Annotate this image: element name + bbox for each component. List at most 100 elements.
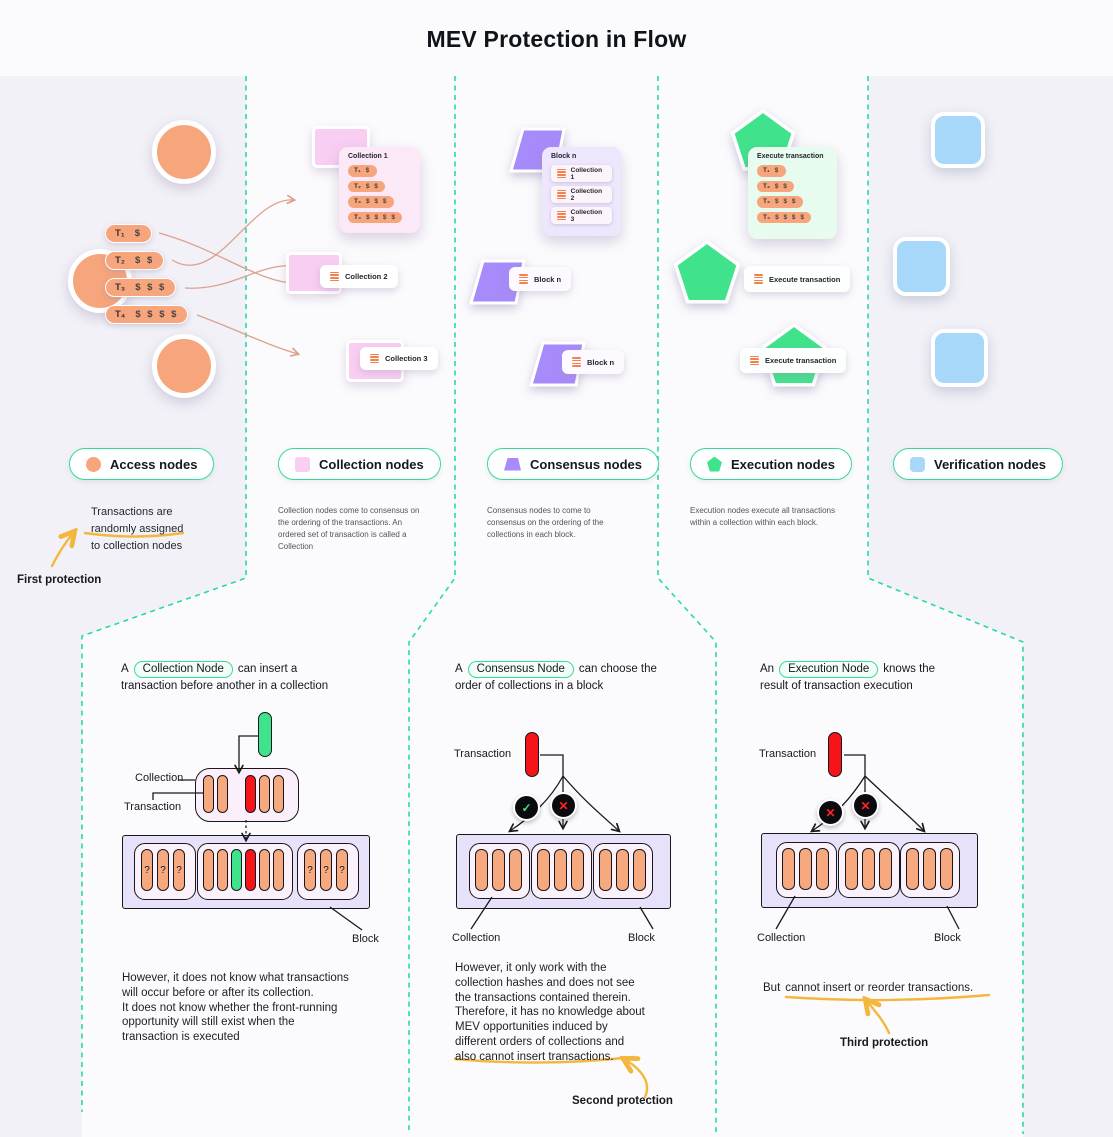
transaction-label: Transaction — [454, 748, 512, 760]
row-label: Collection 1 — [570, 166, 603, 181]
note-line: to collection nodes — [91, 540, 183, 552]
legend-label: Consensus nodes — [530, 456, 642, 472]
pentagon-icon — [673, 239, 741, 304]
transaction-amount: $ $ — [774, 182, 789, 190]
transaction-amount: $ — [134, 228, 143, 239]
transaction-pill: T₄ $ $ $ $ — [348, 211, 403, 223]
legend-label: Execution nodes — [731, 456, 836, 472]
block-pointer-line — [329, 906, 363, 931]
block-row: Collection 1 — [551, 165, 612, 182]
consensus-node-pill: Consensus Node — [467, 661, 574, 678]
block-label: Block — [934, 932, 961, 944]
transaction-amount: $ $ $ $ — [775, 213, 806, 221]
transaction-bar — [799, 848, 812, 890]
transaction-bar — [509, 849, 522, 891]
transaction-amount: $ $ $ — [365, 198, 388, 206]
legend-consensus-nodes: Consensus nodes — [487, 448, 659, 480]
list-icon — [330, 271, 339, 282]
verification-node-icon — [910, 456, 925, 472]
transaction-pill: T₃ $ $ $ — [757, 196, 803, 208]
transaction-amount: $ $ $ $ — [135, 309, 179, 320]
transaction-pill: T₂ $ $ — [105, 251, 165, 270]
heading-rest: can choose the — [578, 663, 657, 675]
page-title: MEV Protection in Flow — [426, 26, 687, 52]
heading-prefix: A — [455, 663, 463, 675]
insert-arrow — [234, 735, 259, 775]
pill-label: Collection 2 — [345, 272, 388, 281]
list-icon — [750, 355, 759, 366]
first-protection-arrow — [50, 532, 74, 568]
note-line: Transactions are — [91, 506, 173, 518]
attacker-transaction-pill-red — [525, 732, 539, 777]
second-protection-label: Second protection — [572, 1095, 673, 1107]
heading-line2: result of transaction execution — [760, 680, 913, 692]
unknown-transaction-bar: ? — [320, 849, 332, 891]
block-label: Block — [352, 933, 379, 945]
transaction-bar — [940, 848, 953, 890]
panel3-body: But cannot insert or reorder transaction… — [763, 981, 973, 996]
transaction-bar-red — [245, 775, 256, 813]
transaction-pill: T₃ $ $ $ — [105, 278, 177, 297]
third-protection-label: Third protection — [840, 1037, 929, 1049]
legend-execution-nodes: Execution nodes — [690, 448, 853, 480]
collection-node-pill: Collection Node — [133, 661, 233, 678]
panel2-body: However, it only work with the collectio… — [455, 961, 645, 1065]
transaction-bar — [816, 848, 829, 890]
legend-verification-nodes: Verification nodes — [893, 448, 1063, 480]
execution-node-pill: Execution Node — [779, 661, 879, 678]
collection-description: Collection nodes come to consensus on th… — [278, 506, 420, 551]
transaction-pill: T₄ $ $ $ $ — [105, 305, 189, 324]
body-line: It does not know whether the front-runni… — [122, 1001, 338, 1014]
transaction-bar — [259, 849, 270, 891]
collection-1-card: Collection 1 T₁ $ T₂ $ $ T₃ $ $ $ T₄ $ $ $ $ — [339, 147, 420, 233]
list-icon — [557, 210, 566, 221]
pill-label: Block n — [587, 357, 615, 367]
transaction-id: T₂ — [354, 182, 361, 190]
transaction-id: T₁ — [115, 228, 125, 239]
list-icon — [572, 357, 581, 367]
transaction-id: T₂ — [115, 255, 126, 266]
legend-label: Verification nodes — [934, 456, 1046, 472]
heading-rest: can insert a — [237, 663, 298, 675]
transaction-id: T₄ — [763, 213, 771, 221]
list-icon — [557, 168, 566, 179]
body-underlined: cannot insert or reorder transactions. — [785, 982, 974, 994]
transaction-id: T₁ — [354, 167, 361, 175]
execute-transaction-card: Execute transaction T₁ $ T₂ $ $ T₃ $ $ $ T₄… — [748, 147, 837, 239]
verification-node-square — [893, 237, 950, 296]
block-row: Collection 3 — [551, 207, 612, 224]
body-prefix: But — [763, 982, 781, 994]
block-n-pill: Block n — [509, 267, 572, 291]
transaction-bar — [273, 849, 284, 891]
transaction-bar — [273, 775, 284, 813]
transaction-bar — [217, 849, 228, 891]
transaction-pill: T₁ $ — [757, 165, 786, 177]
body-line: opportunity will still exist when the — [122, 1016, 295, 1029]
transaction-bar — [879, 848, 892, 890]
transaction-id: T₂ — [763, 182, 770, 190]
access-node-icon — [86, 456, 101, 472]
panel1-heading: A Collection Node can insert a transaction… — [121, 661, 328, 695]
execution-node-icon — [707, 456, 722, 472]
transaction-bar — [475, 849, 488, 891]
legend-collection-nodes: Collection nodes — [278, 448, 441, 480]
body-line: However, it only work with the — [455, 962, 607, 974]
transaction-id: T₃ — [115, 282, 126, 293]
execute-transaction-pill: Execute transaction — [740, 348, 847, 373]
access-node-circle — [152, 334, 216, 398]
collection-label: Collection — [135, 772, 184, 784]
transaction-bar — [571, 849, 584, 891]
body-line: the transactions contained therein. — [455, 991, 631, 1004]
collection-label: Collection — [757, 932, 806, 944]
transaction-bar — [845, 848, 858, 890]
heading-line2: order of collections in a block — [455, 680, 604, 692]
transaction-bar-green — [231, 849, 242, 891]
verification-node-square — [931, 112, 985, 168]
transaction-bar — [616, 849, 629, 891]
transaction-bar — [203, 775, 214, 813]
access-node-circle — [152, 120, 216, 184]
heading-rest: knows the — [883, 663, 936, 675]
transaction-amount: $ — [774, 167, 780, 175]
card-title: Block n — [551, 153, 577, 160]
panel3-heading: An Execution Node knows the result of tran… — [760, 661, 935, 695]
